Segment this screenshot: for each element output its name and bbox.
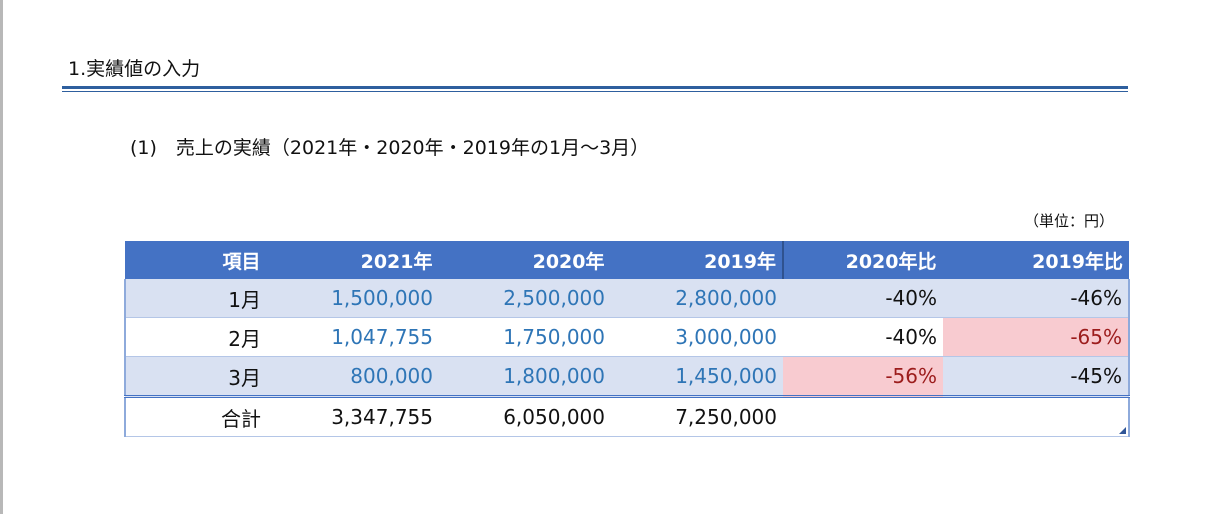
section-heading: 1.実績値の入力 bbox=[68, 58, 201, 80]
cell-2019[interactable]: 3,000,000 bbox=[611, 317, 783, 357]
cell-2021[interactable]: 1,500,000 bbox=[267, 279, 439, 318]
total-2021[interactable]: 3,347,755 bbox=[267, 395, 439, 437]
cell-2019[interactable]: 1,450,000 bbox=[611, 356, 783, 397]
row-label[interactable]: 2月 bbox=[124, 317, 267, 357]
total-2019[interactable]: 7,250,000 bbox=[611, 395, 783, 437]
row-label[interactable]: 1月 bbox=[124, 279, 267, 318]
cell-ratio-2019[interactable]: -46% bbox=[943, 279, 1130, 318]
total-label[interactable]: 合計 bbox=[124, 395, 267, 437]
table-resize-handle[interactable] bbox=[1119, 427, 1126, 434]
header-2020[interactable]: 2020年 bbox=[438, 241, 611, 279]
cell-ratio-2020[interactable]: -40% bbox=[783, 317, 943, 357]
header-2021[interactable]: 2021年 bbox=[266, 241, 439, 279]
cell-ratio-2019[interactable]: -65% bbox=[943, 317, 1130, 357]
cell-ratio-2019[interactable]: -45% bbox=[943, 356, 1130, 397]
total-2020[interactable]: 6,050,000 bbox=[439, 395, 611, 437]
table-row: 3月 800,000 1,800,000 1,450,000 -56% -45% bbox=[124, 356, 1130, 397]
header-ratio-2020[interactable]: 2020年比 bbox=[782, 241, 943, 279]
cell-2020[interactable]: 1,750,000 bbox=[439, 317, 611, 357]
cell-2020[interactable]: 2,500,000 bbox=[439, 279, 611, 318]
header-2019[interactable]: 2019年 bbox=[610, 241, 783, 279]
heading-rule bbox=[62, 86, 1128, 89]
unit-label: （単位：円） bbox=[1024, 212, 1115, 230]
cell-2021[interactable]: 800,000 bbox=[267, 356, 439, 397]
table-header-row: 項目 2021年 2020年 2019年 2020年比 2019年比 bbox=[124, 241, 1129, 279]
table-row: 2月 1,047,755 1,750,000 3,000,000 -40% -6… bbox=[124, 317, 1130, 357]
cell-ratio-2020[interactable]: -56% bbox=[783, 356, 943, 397]
header-item[interactable]: 項目 bbox=[124, 241, 267, 279]
page-left-edge bbox=[0, 0, 3, 514]
cell-2021[interactable]: 1,047,755 bbox=[267, 317, 439, 357]
total-row: 合計 3,347,755 6,050,000 7,250,000 bbox=[124, 395, 1130, 437]
subsection-heading: (1) 売上の実績（2021年・2020年・2019年の1月～3月） bbox=[130, 137, 650, 159]
total-ratio-2020[interactable] bbox=[783, 395, 943, 437]
header-ratio-2019[interactable]: 2019年比 bbox=[942, 241, 1129, 279]
sales-table: 項目 2021年 2020年 2019年 2020年比 2019年比 1月 1,… bbox=[124, 241, 1130, 437]
cell-2019[interactable]: 2,800,000 bbox=[611, 279, 783, 318]
total-ratio-2019[interactable] bbox=[943, 395, 1130, 437]
row-label[interactable]: 3月 bbox=[124, 356, 267, 397]
table-row: 1月 1,500,000 2,500,000 2,800,000 -40% -4… bbox=[124, 279, 1130, 318]
cell-ratio-2020[interactable]: -40% bbox=[783, 279, 943, 318]
heading-rule-thin bbox=[62, 91, 1128, 92]
cell-2020[interactable]: 1,800,000 bbox=[439, 356, 611, 397]
